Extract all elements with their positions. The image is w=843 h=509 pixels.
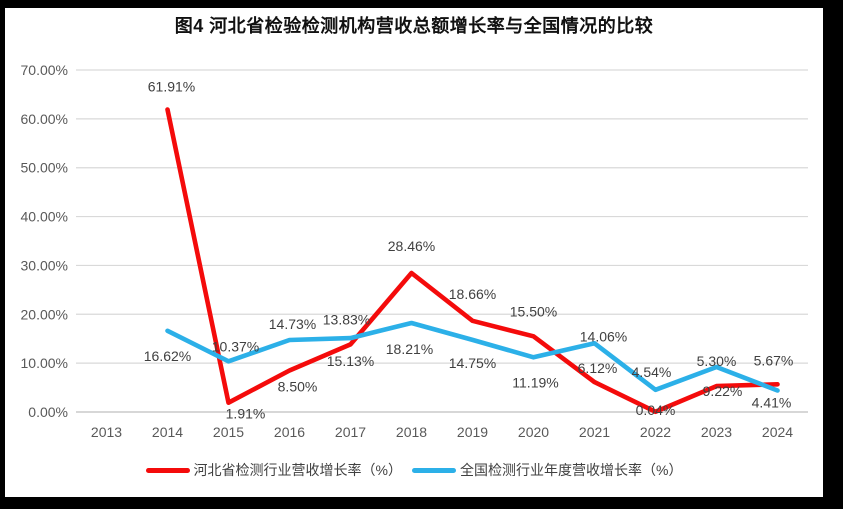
x-tick-label: 2022 — [640, 424, 671, 440]
data-label-national: 16.62% — [144, 348, 191, 364]
data-label-national: 4.54% — [632, 364, 672, 380]
x-tick-label: 2014 — [152, 424, 183, 440]
data-label-hebei: 13.83% — [323, 311, 370, 327]
y-tick-label: 0.00% — [28, 404, 68, 420]
data-label-national: 15.13% — [327, 353, 374, 369]
data-label-national: 14.73% — [269, 316, 316, 332]
chart-canvas: 图4 河北省检验检测机构营收总额增长率与全国情况的比较 0.00% 10.00% 2… — [5, 8, 823, 497]
x-tick-label: 2013 — [91, 424, 122, 440]
series-line-national — [165, 320, 780, 393]
data-label-national: 18.21% — [386, 341, 433, 357]
y-tick-label: 60.00% — [21, 111, 68, 127]
x-tick-label: 2015 — [213, 424, 244, 440]
y-tick-label: 70.00% — [21, 62, 68, 78]
data-label-national: 9.22% — [703, 383, 743, 399]
data-label-hebei: 28.46% — [388, 238, 435, 254]
y-tick-label: 10.00% — [21, 355, 68, 371]
data-label-national: 4.41% — [752, 394, 792, 410]
x-tick-label: 2016 — [274, 424, 305, 440]
x-tick-label: 2023 — [701, 424, 732, 440]
x-tick-label: 2017 — [335, 424, 366, 440]
legend-item-hebei: 河北省检测行业营收增长率（%） — [145, 460, 402, 480]
y-tick-label: 20.00% — [21, 306, 68, 322]
series-line-hebei — [165, 107, 780, 415]
data-label-hebei: 18.66% — [449, 286, 496, 302]
x-tick-label: 2019 — [457, 424, 488, 440]
x-tick-label: 2021 — [579, 424, 610, 440]
data-label-hebei: 5.67% — [754, 352, 794, 368]
data-label-hebei: 0.04% — [636, 402, 676, 418]
x-tick-label: 2024 — [762, 424, 793, 440]
national-series-swatch-icon — [412, 467, 456, 473]
data-label-national: 14.75% — [449, 355, 496, 371]
x-tick-label: 2020 — [518, 424, 549, 440]
data-label-national: 11.19% — [512, 374, 558, 390]
data-label-national: 14.06% — [580, 328, 627, 344]
legend-item-national: 全国检测行业年度营收增长率（%） — [412, 460, 682, 480]
data-label-hebei: 1.91% — [226, 406, 266, 422]
data-label-hebei: 6.12% — [578, 360, 618, 376]
chart-legend: 河北省检测行业营收增长率（%） 全国检测行业年度营收增长率（%） — [5, 460, 823, 480]
legend-label-national: 全国检测行业年度营收增长率（%） — [460, 462, 683, 478]
chart-title: 图4 河北省检验检测机构营收总额增长率与全国情况的比较 — [174, 16, 654, 36]
y-tick-label: 40.00% — [21, 209, 68, 225]
y-tick-label: 30.00% — [21, 257, 68, 273]
data-label-national: 10.37% — [212, 338, 259, 354]
data-label-hebei: 5.30% — [697, 353, 737, 369]
hebei-series-swatch-icon — [145, 467, 190, 473]
legend-label-hebei: 河北省检测行业营收增长率（%） — [193, 462, 402, 478]
data-label-hebei: 15.50% — [510, 303, 557, 319]
data-label-hebei: 61.91% — [148, 79, 195, 95]
data-label-hebei: 8.50% — [278, 378, 318, 394]
x-tick-label: 2018 — [396, 424, 427, 440]
line-chart-plot: 0.00% 10.00% 20.00% 30.00% 40.00% 50.00% 60.00… — [21, 62, 808, 440]
y-tick-label: 50.00% — [21, 160, 68, 176]
